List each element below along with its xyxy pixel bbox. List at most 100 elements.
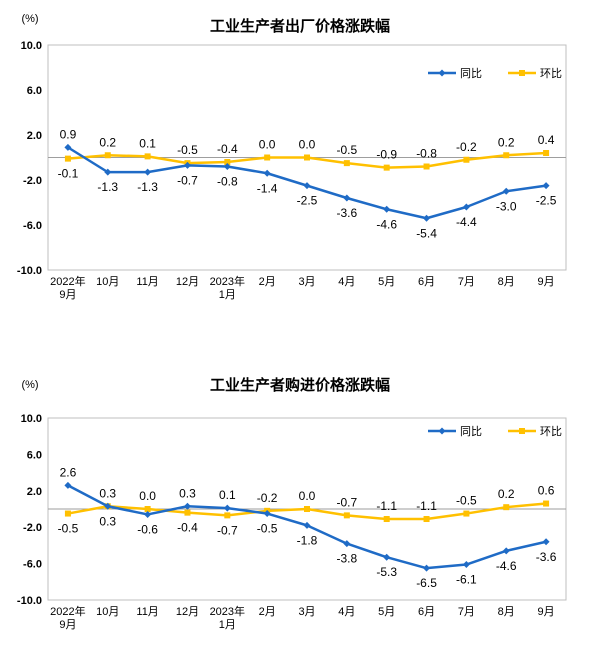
y-unit-label: (%)	[21, 13, 38, 25]
x-tick-label: 10月	[96, 276, 119, 288]
legend-label-mom: 环比	[540, 67, 562, 80]
data-point-yoy	[303, 521, 311, 529]
data-label-yoy: -1.3	[137, 180, 158, 194]
data-label-yoy: 0.9	[60, 127, 77, 141]
data-point-yoy	[144, 510, 152, 518]
data-label-yoy: -0.8	[217, 175, 238, 189]
x-tick-label-line: 2022年	[50, 604, 85, 618]
x-tick-label-line: 2023年	[210, 604, 245, 618]
data-point-mom	[423, 516, 430, 523]
y-unit-label: (%)	[21, 379, 38, 391]
data-point-yoy	[462, 203, 470, 211]
data-point-mom	[423, 163, 430, 170]
data-point-yoy	[343, 540, 351, 548]
data-label-mom: -0.7	[337, 495, 358, 509]
data-point-yoy	[542, 538, 550, 546]
data-point-yoy	[223, 504, 231, 512]
data-label-mom: -0.7	[217, 523, 238, 537]
x-tick-label-line: 12月	[176, 606, 199, 618]
x-tick-label-line: 4月	[338, 606, 355, 618]
x-tick-label: 12月	[176, 276, 199, 288]
data-point-mom	[543, 500, 550, 507]
y-tick-label: -6.0	[23, 220, 42, 232]
y-tick-label: 2.0	[27, 130, 42, 142]
x-tick-label: 9月	[538, 276, 555, 288]
data-label-yoy: -5.4	[416, 226, 437, 240]
legend-marker-yoy	[438, 427, 446, 435]
data-label-mom: -0.2	[456, 140, 477, 154]
x-tick-label: 12月	[176, 606, 199, 618]
data-point-mom	[463, 510, 470, 517]
x-tick-label-line: 6月	[418, 606, 435, 618]
x-tick-label-line: 9月	[538, 276, 555, 288]
chart-title: 工业生产者购进价格涨跌幅	[210, 376, 390, 394]
x-tick-label: 2023年 1月	[210, 274, 245, 301]
data-point-mom	[463, 156, 470, 163]
data-label-mom: -1.1	[376, 499, 397, 513]
data-point-mom	[144, 153, 151, 160]
x-tick-label-line: 8月	[498, 606, 515, 618]
x-tick-label: 11月	[136, 276, 158, 288]
data-point-yoy	[64, 481, 72, 489]
x-tick-label-line: 7月	[458, 606, 475, 618]
x-tick-label: 2月	[259, 606, 276, 618]
x-tick-label: 4月	[338, 276, 355, 288]
data-label-mom: -0.4	[217, 142, 238, 156]
x-tick-label-line: 4月	[338, 276, 355, 288]
data-label-mom: 0.6	[538, 484, 555, 498]
ppi-output-chart-svg: 工业生产者出厂价格涨跌幅 (%) 10.0 6.0 2.0 -2.0 -6.0 -10.0 20…	[17, 13, 567, 301]
data-label-yoy: -2.5	[536, 194, 557, 208]
data-label-yoy: -3.8	[337, 552, 358, 566]
x-tick-label: 11月	[136, 606, 158, 618]
data-point-yoy	[343, 194, 351, 202]
data-point-yoy	[263, 510, 271, 518]
data-point-yoy	[183, 502, 191, 510]
x-tick-label: 2023年 1月	[210, 604, 245, 631]
data-label-yoy: 0.3	[179, 486, 196, 500]
ppi-output-chart: 工业生产者出厂价格涨跌幅 (%) 10.0 6.0 2.0 -2.0 -6.0 -10.0 20…	[0, 0, 589, 318]
y-tick-label: -10.0	[17, 265, 42, 277]
data-point-mom	[383, 164, 390, 171]
data-point-mom	[543, 150, 550, 156]
legend-label-yoy: 同比	[460, 425, 482, 438]
legend-marker-mom	[519, 70, 525, 76]
x-tick-label-line: 10月	[96, 606, 119, 618]
data-point-mom	[304, 506, 310, 512]
data-point-mom	[304, 154, 310, 161]
x-tick-label: 2月	[259, 276, 276, 288]
x-tick-label-line: 2023年	[210, 274, 245, 288]
x-tick-label: 5月	[378, 606, 395, 618]
data-label-yoy: -2.5	[297, 194, 318, 208]
x-tick-label-line: 9月	[538, 606, 555, 618]
data-label-yoy: -1.4	[257, 181, 278, 195]
data-point-mom	[104, 152, 111, 159]
data-point-mom	[343, 160, 350, 167]
x-tick-label: 9月	[538, 606, 555, 618]
x-tick-label: 10月	[96, 606, 119, 618]
x-tick-label: 4月	[338, 606, 355, 618]
y-tick-label: 6.0	[27, 85, 42, 97]
y-tick-label: 10.0	[21, 40, 42, 52]
x-tick-label: 3月	[298, 606, 315, 618]
data-label-yoy: -0.7	[177, 173, 198, 187]
x-tick-label: 2022年 9月	[50, 274, 85, 301]
y-tick-label: -6.0	[23, 559, 42, 571]
data-label-mom: 0.2	[498, 135, 515, 149]
data-label-yoy: -1.8	[297, 533, 318, 547]
x-tick-label: 7月	[458, 606, 475, 618]
ppi-purchase-chart-svg: 工业生产者购进价格涨跌幅 (%) 10.0 6.0 2.0 -2.0 -6.0 -10.0 20…	[17, 376, 567, 631]
data-label-mom: -0.4	[177, 521, 198, 535]
legend-label-yoy: 同比	[460, 67, 482, 80]
x-tick-label-line: 3月	[298, 276, 315, 288]
data-label-yoy: -4.4	[456, 215, 477, 229]
x-tick-label: 5月	[378, 276, 395, 288]
data-label-mom: 0.0	[259, 138, 276, 152]
data-label-mom: -0.9	[376, 148, 397, 162]
x-tick-label: 3月	[298, 276, 315, 288]
data-point-yoy	[223, 163, 231, 170]
data-label-mom: -0.8	[416, 147, 437, 161]
data-label-mom: -0.5	[337, 143, 358, 157]
data-label-mom: -0.2	[257, 491, 278, 505]
data-label-mom: -1.1	[416, 499, 437, 513]
data-label-yoy: -1.3	[97, 180, 118, 194]
